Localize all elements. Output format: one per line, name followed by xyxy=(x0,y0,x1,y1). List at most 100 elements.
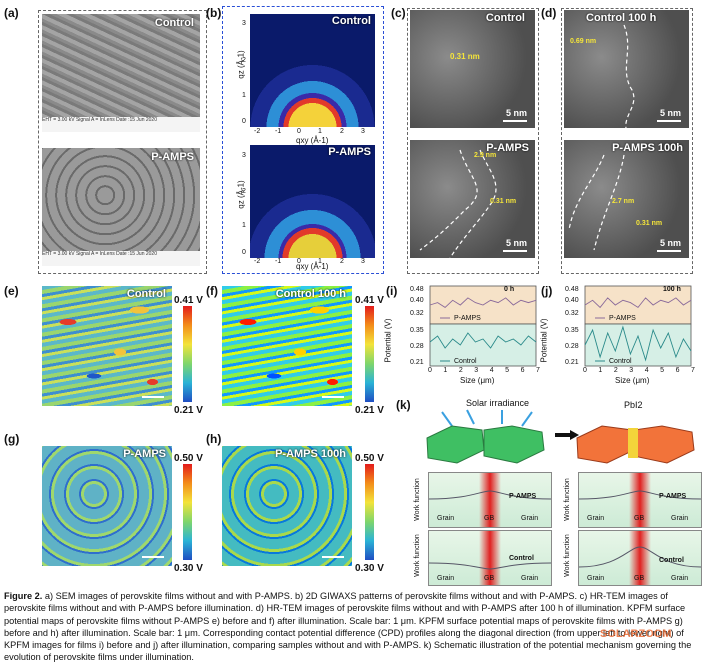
tem-c-pamps-boundary xyxy=(419,149,497,258)
kpfm-e-scalebar xyxy=(142,396,164,398)
cpd-j-chart xyxy=(584,285,692,367)
giwaxs-tick: 3 xyxy=(242,20,246,27)
wf-curve xyxy=(429,562,551,570)
cpd-j-pamps-line xyxy=(584,297,692,309)
giwaxs-tick: 2 xyxy=(242,57,246,64)
pbi2-deposit xyxy=(628,428,638,458)
cpd-j-xlabel: Size (μm) xyxy=(615,376,650,385)
cpd-xtick: 7 xyxy=(536,367,540,374)
wf-curve-label: P-AMPS xyxy=(509,493,537,500)
cpd-xtick: 0 xyxy=(583,367,587,374)
grain-label: Grain xyxy=(671,575,689,582)
wf-box-control-aged: Control Grain GB Grain xyxy=(578,530,702,586)
grain-label: Grain xyxy=(587,575,605,582)
cpd-xtick: 5 xyxy=(505,367,510,374)
cpd-j-ytick: 0.35 xyxy=(565,327,579,334)
wf-box-pamps-aged: P-AMPS Grain GB Grain xyxy=(578,472,702,528)
tem-c-pamps-image: P-AMPS 2.9 nm 0.31 nm 5 nm xyxy=(410,140,535,258)
kpfm-h-cb-bottom: 0.30 V xyxy=(355,563,384,574)
giwaxs-xtick: 3 xyxy=(361,128,365,135)
gb-stripe xyxy=(479,531,501,585)
gb-stripe xyxy=(629,531,651,585)
sem-control-footer: EHT = 3.00 kV Signal A = InLens Date :15… xyxy=(42,117,200,132)
giwaxs-tick: 0 xyxy=(242,118,246,125)
tem-c-pamps-title: P-AMPS xyxy=(486,142,529,154)
wf-curve-label: P-AMPS xyxy=(659,493,687,500)
wf-ylabel: Work function xyxy=(413,534,421,577)
cpd-i-xlabel: Size (μm) xyxy=(460,376,495,385)
giwaxs-xtick: 0 xyxy=(297,128,301,135)
tem-d-control-scalebar xyxy=(657,120,681,122)
caption-lead: Figure 2. xyxy=(4,591,43,601)
giwaxs-xtick: -1 xyxy=(275,258,282,265)
cpd-j-ytick: 0.28 xyxy=(565,343,579,350)
tem-d-control-spacing: 0.69 nm xyxy=(570,38,597,45)
sem-image-control: Control EHT = 3.00 kV Signal A = InLens … xyxy=(42,14,200,132)
giwaxs-tick: 1 xyxy=(242,92,246,99)
cpd-i-ytick: 0.40 xyxy=(410,297,424,304)
hexagon-grain-left xyxy=(426,425,485,464)
cpd-i-legend-control: Control xyxy=(454,358,477,365)
sem-image-pamps: P-AMPS EHT = 3.00 kV Signal A = InLens D… xyxy=(42,148,200,266)
gb-stripe xyxy=(629,473,651,527)
cpd-xtick: 2 xyxy=(458,367,463,374)
kpfm-f-cb-bottom: 0.21 V xyxy=(355,405,384,416)
giwaxs-tick: 1 xyxy=(242,222,246,229)
arrow-icon xyxy=(555,430,579,440)
kpfm-e-map: Control xyxy=(42,286,172,406)
tem-d-pamps-image: P-AMPS 100h 2.7 nm 0.31 nm 5 nm xyxy=(564,140,689,258)
grain-label: Grain xyxy=(521,575,539,582)
gb-label: GB xyxy=(484,515,495,522)
giwaxs-top-xlabel: qxy (Å-1) xyxy=(296,136,329,145)
kpfm-f-cb-top: 0.41 V xyxy=(355,295,384,306)
kpfm-f-scalebar xyxy=(322,396,344,398)
cpd-j-ylabel: Potential (V) xyxy=(539,318,549,363)
cpd-i-bottom-area xyxy=(429,323,537,367)
cpd-i-ytick: 0.35 xyxy=(410,327,424,334)
kpfm-g-title: P-AMPS xyxy=(123,448,166,460)
gb-label: GB xyxy=(484,575,495,582)
giwaxs-control-image: Control xyxy=(250,14,375,127)
caption-text: a) SEM images of perovskite films withou… xyxy=(4,591,692,663)
cpd-j-ytick: 0.48 xyxy=(565,286,579,293)
gb-label: GB xyxy=(634,575,645,582)
giwaxs-top-ylabel: qz (Å-1) xyxy=(236,50,246,79)
tem-c-control-spacing: 0.31 nm xyxy=(450,52,480,61)
tem-c-control-title: Control xyxy=(485,12,525,24)
giwaxs-xtick: 2 xyxy=(340,258,344,265)
tem-c-pamps-spacing-1: 2.9 nm xyxy=(474,152,497,159)
giwaxs-xtick: 1 xyxy=(318,128,322,135)
wf-curve xyxy=(429,490,551,500)
panel-j-label: (j) xyxy=(541,284,553,298)
cpd-j-ytick: 0.21 xyxy=(565,359,579,366)
wf-ylabel: Work function xyxy=(413,478,421,521)
cpd-xtick: 7 xyxy=(691,367,695,374)
giwaxs-pamps-image: P-AMPS xyxy=(250,145,375,258)
grain-label: Grain xyxy=(437,515,455,522)
cpd-xtick: 5 xyxy=(660,367,665,374)
wf-ylabel: Work function xyxy=(563,478,571,521)
sem-control-title: Control xyxy=(154,17,194,29)
tem-d-pamps-scale: 5 nm xyxy=(659,238,681,248)
giwaxs-xtick: 2 xyxy=(340,128,344,135)
cpd-j-ytick: 0.40 xyxy=(565,297,579,304)
gb-label: GB xyxy=(634,515,645,522)
cpd-j-time: 100 h xyxy=(663,286,681,293)
tem-d-pamps-boundary xyxy=(568,154,625,251)
kpfm-h-cb-top: 0.50 V xyxy=(355,453,384,464)
kpfm-f-colorbar xyxy=(365,306,374,402)
panel-a-frame xyxy=(38,10,207,274)
panel-i-label: (i) xyxy=(386,284,398,298)
tem-c-control-scale: 5 nm xyxy=(505,108,527,118)
giwaxs-bottom-xlabel: qxy (Å-1) xyxy=(296,262,329,271)
panel-c-label: (c) xyxy=(391,6,406,20)
cpd-i-chart xyxy=(429,285,537,367)
tem-c-pamps-scalebar xyxy=(503,250,527,252)
grain-label: Grain xyxy=(437,575,455,582)
giwaxs-pamps-title: P-AMPS xyxy=(328,146,371,158)
grain-label: Grain xyxy=(521,515,539,522)
kpfm-g-colorbar xyxy=(183,464,192,560)
tem-c-pamps-scale: 5 nm xyxy=(505,238,527,248)
giwaxs-xtick: -1 xyxy=(275,128,282,135)
grain-hexagons-fresh xyxy=(426,409,545,464)
